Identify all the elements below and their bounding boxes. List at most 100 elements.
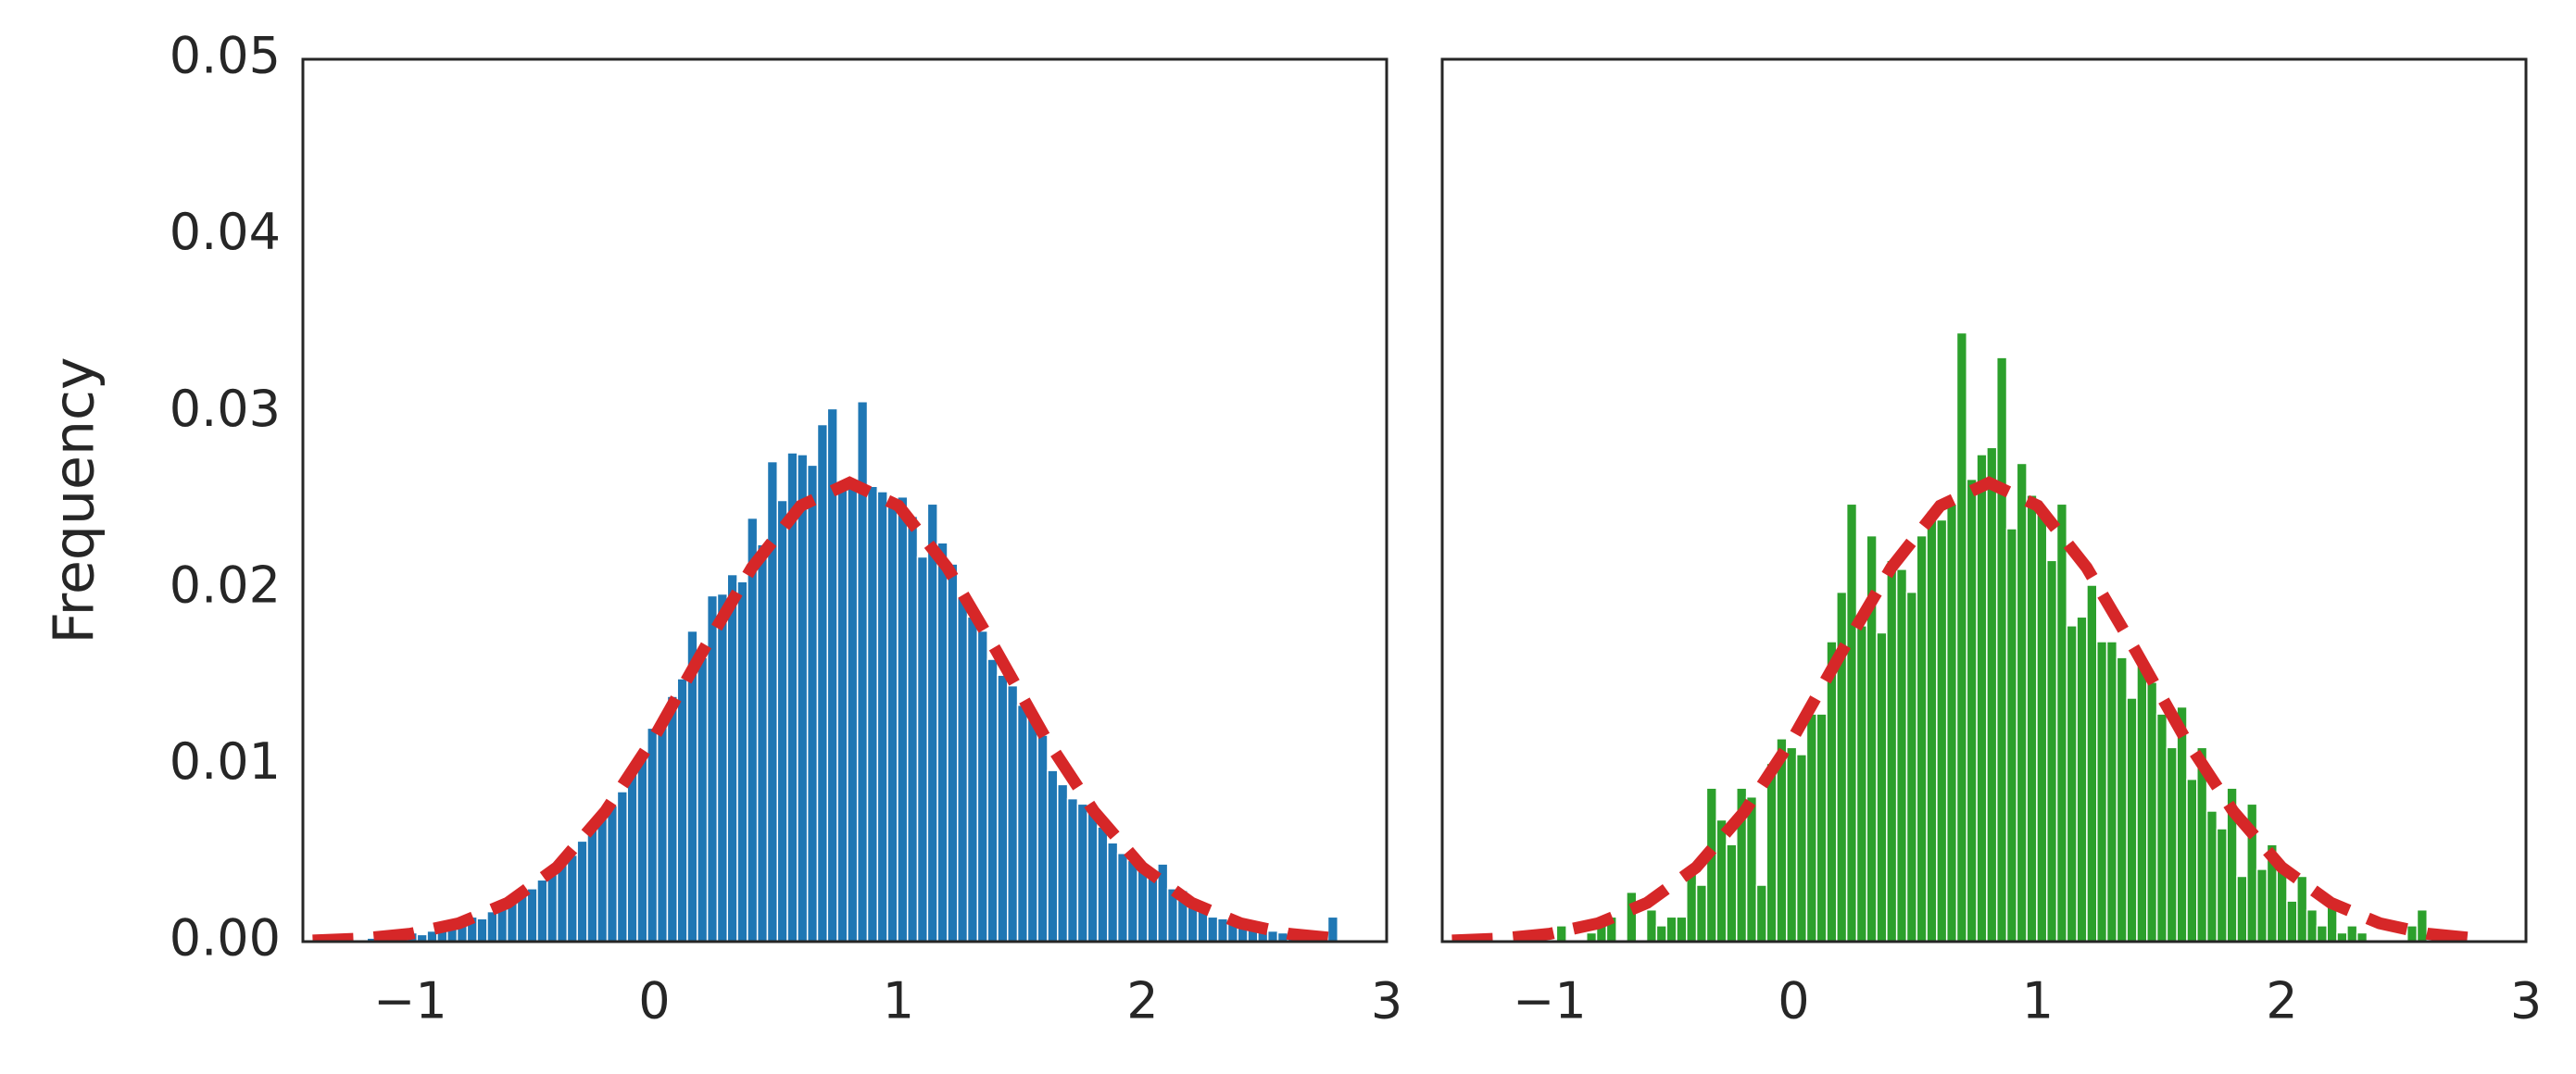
bar <box>2116 656 2128 943</box>
bar <box>1126 859 1138 943</box>
bar <box>2055 503 2068 943</box>
bar <box>1326 916 1339 943</box>
bar <box>1905 591 1918 943</box>
bar <box>2286 900 2298 943</box>
bar <box>2136 656 2148 943</box>
bar <box>1676 916 1688 943</box>
bar <box>1087 810 1099 943</box>
bar <box>876 491 888 943</box>
bar <box>1266 930 1279 943</box>
y-tick-label: 0.03 <box>170 380 281 438</box>
y-tick-label: 0.04 <box>170 203 281 261</box>
bar <box>2416 908 2429 943</box>
bar <box>1076 803 1088 943</box>
axes-frame <box>301 57 1389 943</box>
bar <box>1976 454 1988 943</box>
panel: −1 0 1 2 3 <box>1440 57 2542 1030</box>
y-tick-label: 0.05 <box>170 27 281 85</box>
bar <box>2406 925 2419 943</box>
bar <box>726 573 738 943</box>
bar <box>2126 697 2138 943</box>
bar <box>966 616 979 943</box>
bar <box>1855 625 1867 943</box>
bar <box>976 630 988 943</box>
bar <box>547 873 559 943</box>
bar <box>2166 746 2178 943</box>
bar <box>1816 713 1828 943</box>
bar <box>1057 783 1069 943</box>
bar <box>866 485 879 943</box>
bar <box>1047 769 1059 943</box>
x-tick-label: 3 <box>2510 972 2542 1030</box>
bar <box>836 481 848 943</box>
bar <box>1726 843 1738 943</box>
x-tick-label: 2 <box>2266 972 2297 1030</box>
bar <box>1945 503 1958 943</box>
bar <box>776 499 788 943</box>
y-axis-label: Frequency <box>43 357 107 644</box>
bar <box>1207 916 1219 943</box>
bar <box>747 517 759 943</box>
x-tick-label: 0 <box>638 972 670 1030</box>
bar <box>1216 918 1229 943</box>
x-tick-label: 3 <box>1371 972 1402 1030</box>
bar <box>886 499 898 943</box>
bar <box>2186 778 2198 943</box>
x-tick-label: 0 <box>1778 972 1809 1030</box>
bar <box>1786 746 1798 943</box>
bar <box>916 556 929 943</box>
bar <box>2036 510 2048 943</box>
bar <box>2256 868 2268 943</box>
bar <box>1805 713 1817 943</box>
bar <box>476 918 488 943</box>
bar <box>926 503 938 943</box>
bar <box>636 756 648 943</box>
bar <box>626 771 638 943</box>
bar <box>736 581 748 943</box>
bar <box>1766 762 1778 943</box>
bar <box>1107 842 1119 943</box>
bar <box>2026 494 2038 943</box>
x-tick-label: −1 <box>373 972 447 1030</box>
bar <box>2316 925 2328 943</box>
bar <box>2176 706 2188 943</box>
bar <box>1715 818 1728 943</box>
bar <box>576 840 588 943</box>
bar <box>2045 559 2058 943</box>
bar <box>2306 908 2318 943</box>
bar <box>597 817 609 943</box>
bar <box>897 495 909 943</box>
bar <box>2076 616 2088 943</box>
bar <box>1007 684 1019 943</box>
bar <box>1955 331 1968 943</box>
bar <box>1995 356 2008 943</box>
bar <box>2146 681 2158 943</box>
bar <box>647 727 659 943</box>
bar <box>1655 925 1667 943</box>
bar <box>806 464 819 943</box>
bar <box>1097 826 1109 943</box>
bar <box>516 894 528 943</box>
bar <box>2155 713 2168 943</box>
bar <box>1936 518 1948 943</box>
bar <box>1745 795 1758 943</box>
axes-frame <box>1440 57 2528 943</box>
bar <box>947 563 959 943</box>
bar <box>1986 446 1998 943</box>
bar <box>486 910 498 943</box>
bar <box>1876 631 1888 943</box>
bar <box>956 596 969 943</box>
bar <box>1626 891 1638 943</box>
bar <box>716 593 728 943</box>
x-tick-label: 1 <box>883 972 914 1030</box>
bar <box>756 543 769 943</box>
x-tick-label: 1 <box>2022 972 2054 1030</box>
bar <box>847 478 859 943</box>
bar <box>1026 717 1038 943</box>
bar <box>1016 704 1029 943</box>
bar <box>666 695 678 943</box>
y-tick-label: 0.01 <box>170 732 281 791</box>
bar <box>1695 884 1708 943</box>
bar <box>1705 787 1717 943</box>
